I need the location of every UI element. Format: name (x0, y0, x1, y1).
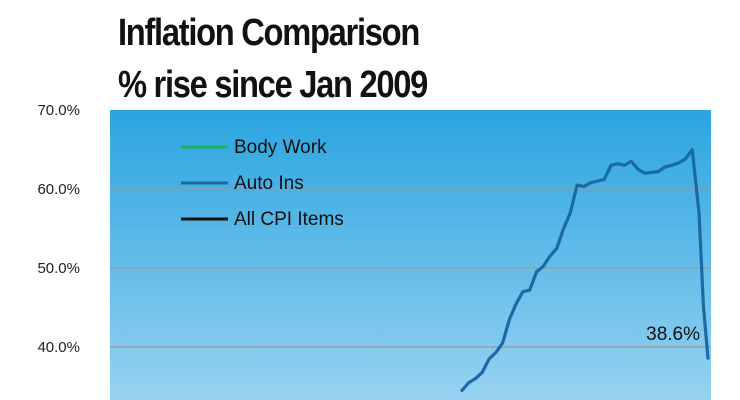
y-axis-ticks: 70.0% 60.0% 50.0% 40.0% (37, 102, 80, 356)
y-tick-label: 70.0% (37, 102, 80, 119)
legend-label: Body Work (234, 137, 327, 158)
legend-label: All CPI Items (234, 209, 344, 230)
series-layer (460, 147, 710, 392)
y-tick-label: 60.0% (37, 181, 80, 198)
legend: Body Work Auto Ins All CPI Items (181, 137, 344, 230)
series-line-auto-ins (460, 147, 710, 392)
legend-label: Auto Ins (234, 173, 304, 194)
data-labels: 38.6% (646, 324, 700, 345)
chart-title-line2: % rise since Jan 2009 (118, 64, 428, 106)
y-tick-label: 40.0% (37, 339, 80, 356)
plot-area (110, 110, 711, 400)
chart-title-line1: Inflation Comparison (118, 12, 420, 54)
y-tick-label: 50.0% (37, 260, 80, 277)
grid-lines (110, 188, 711, 348)
data-label-last-value: 38.6% (646, 324, 700, 345)
